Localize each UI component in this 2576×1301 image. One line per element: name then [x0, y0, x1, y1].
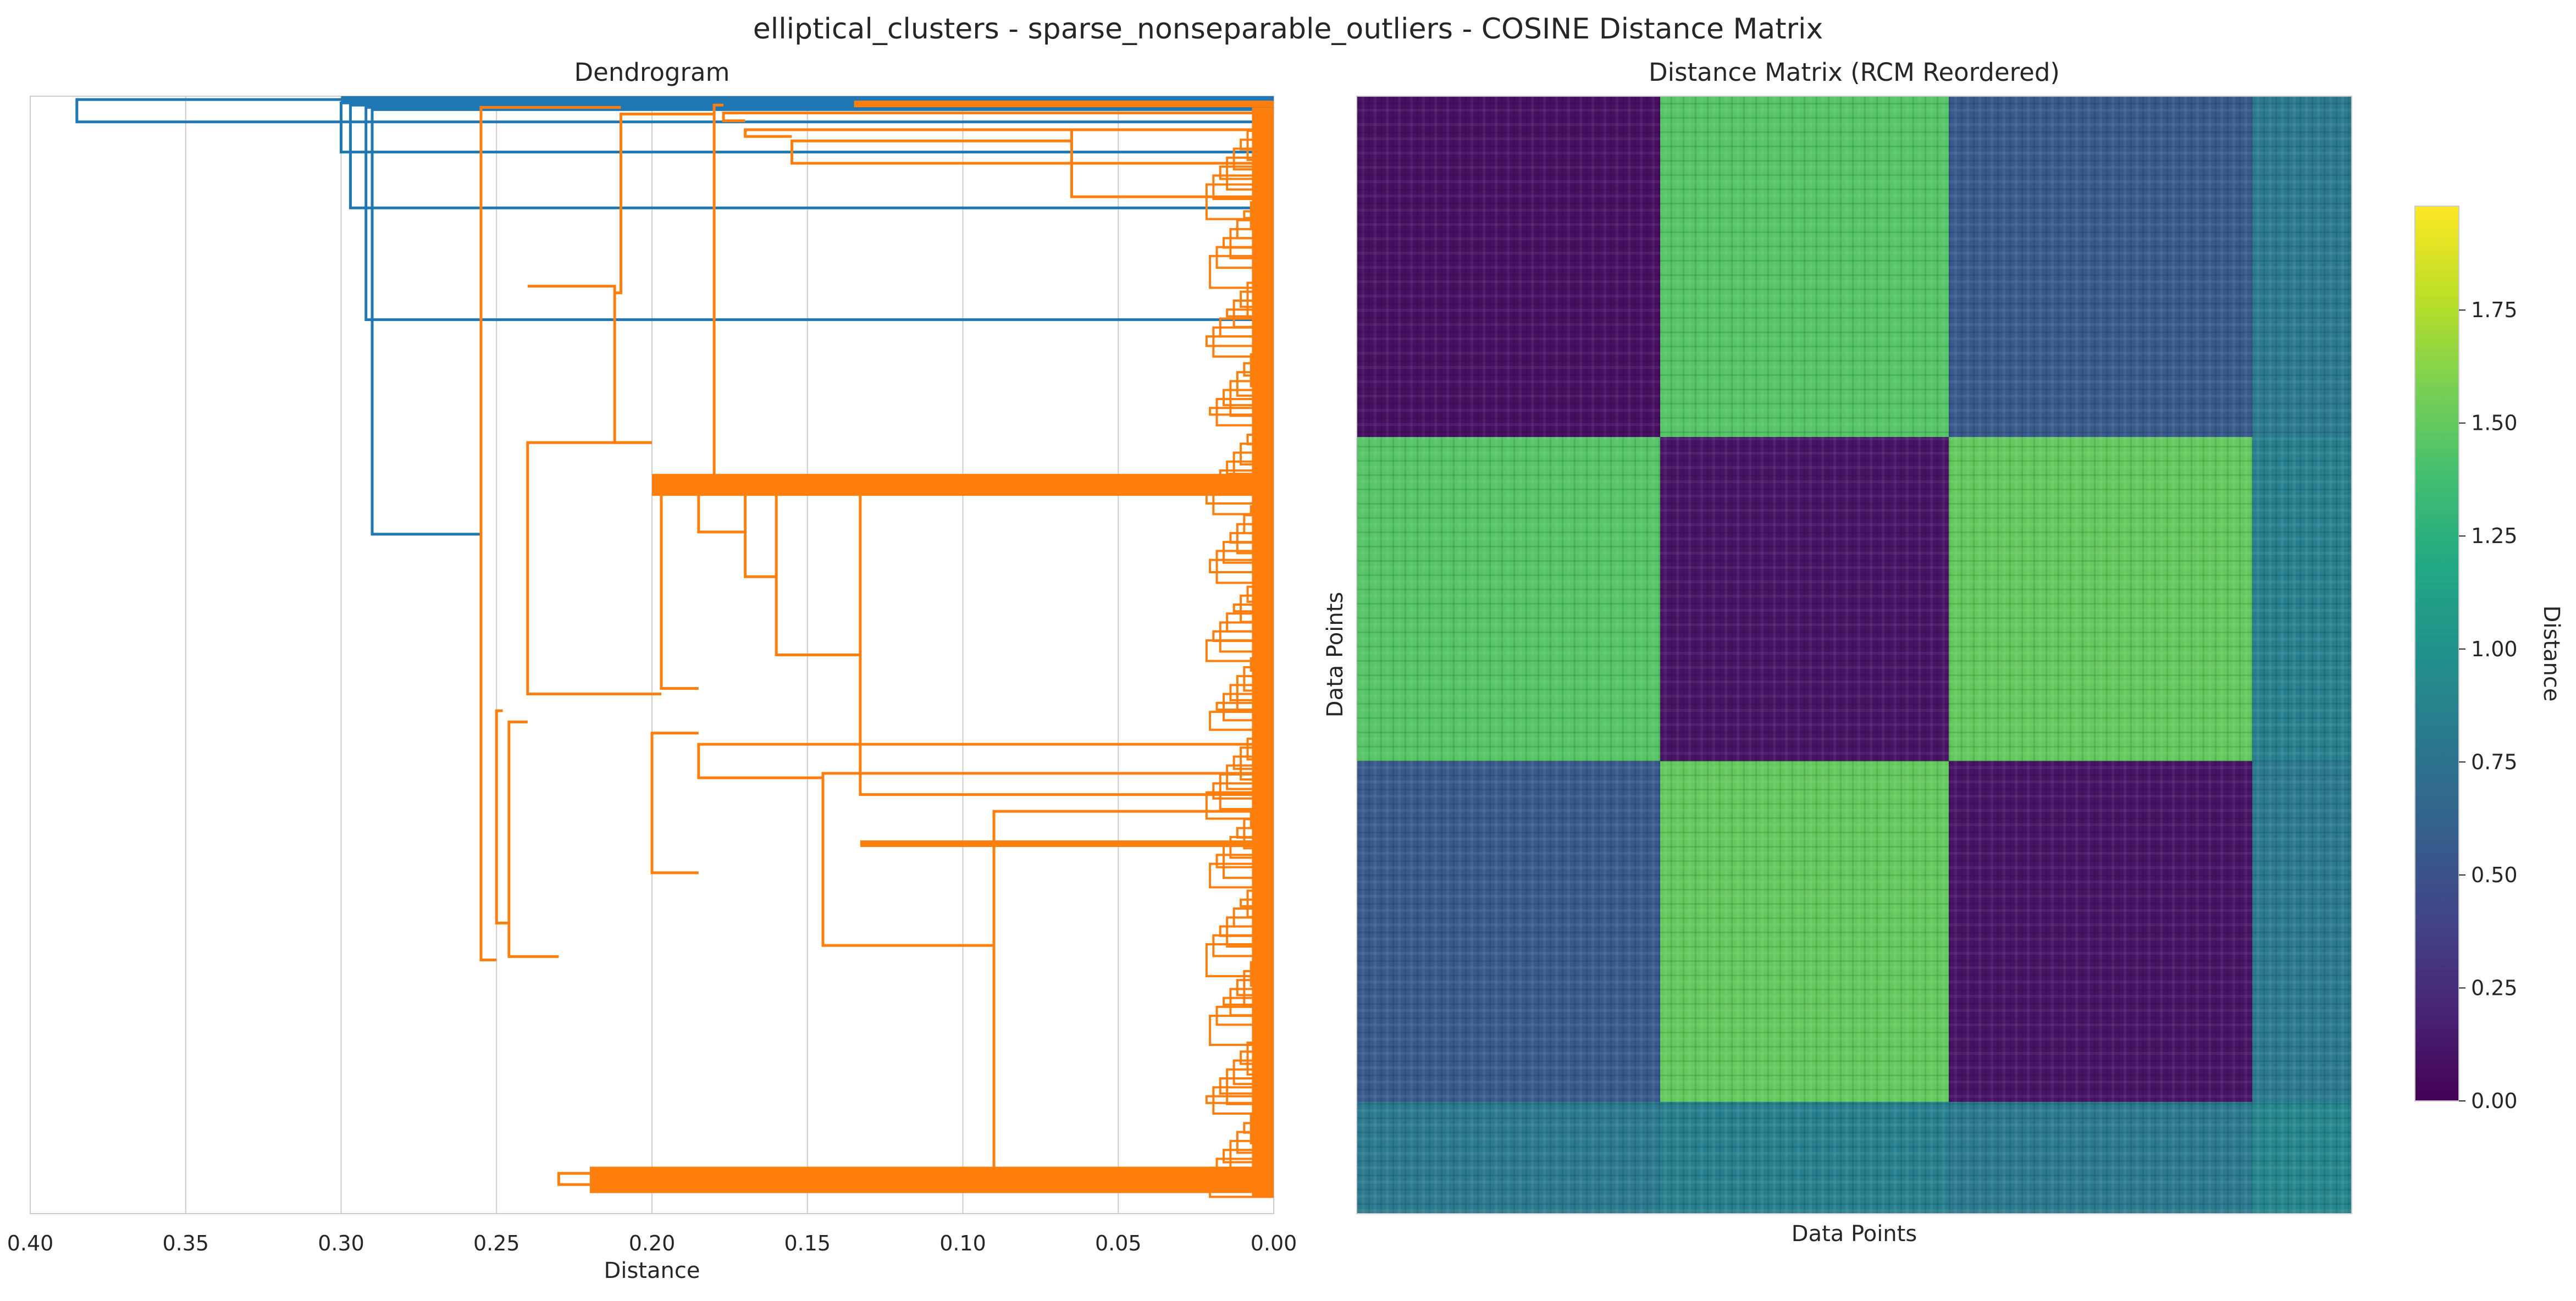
dendrogram-link	[349, 103, 1274, 209]
dendrogram-link	[1205, 487, 1274, 505]
dendrogram-link	[1222, 996, 1274, 1006]
dendrogram-link	[364, 106, 1274, 322]
dendrogram-links	[75, 96, 1274, 1198]
dendrogram-link	[1209, 254, 1274, 289]
dendrogram-link	[526, 441, 661, 696]
dendrogram-link	[1215, 550, 1274, 584]
dendrogram-link	[744, 128, 1274, 138]
dendrogram-x-tick-labels: 0.40 0.35 0.30 0.25 0.20 0.15 0.10 0.05 0.00	[7, 1231, 1297, 1255]
dendrogram-link	[1226, 460, 1274, 475]
dendrogram-link	[615, 113, 715, 295]
dendrogram-x-tick-label: 0.30	[318, 1231, 364, 1255]
dendrogram-panel: Dendrogram 0.40 0.35 0.30 0.25 0.20 0.15 0.10 0…	[7, 58, 1297, 1283]
dendrogram-link	[1212, 478, 1274, 516]
colorbar-tick-label: 0.25	[2471, 976, 2518, 1000]
dendrogram-link	[1215, 246, 1274, 269]
colorbar-tick-label: 1.75	[2471, 298, 2518, 322]
dendrogram-link	[859, 491, 1274, 796]
colorbar-tick-label: 0.50	[2471, 863, 2518, 887]
dendrogram-link	[1209, 862, 1274, 889]
colorbar-tick-label: 0.00	[2471, 1089, 2518, 1113]
dendrogram-link	[1222, 693, 1274, 722]
dendrogram-link	[1226, 916, 1274, 948]
dendrogram-link	[1215, 397, 1274, 427]
dendrogram-link	[1219, 165, 1274, 180]
dendrogram-link	[479, 106, 621, 962]
dendrogram-link	[1215, 854, 1274, 868]
dendrogram-link	[1212, 1086, 1274, 1115]
dendrogram-link	[821, 772, 1274, 947]
colorbar-label: Distance	[2539, 606, 2564, 702]
heatmap-x-axis-label: Data Points	[1792, 1221, 1917, 1247]
dendrogram-link	[1205, 791, 1274, 820]
dendrogram-link	[1070, 128, 1274, 198]
dendrogram-link	[1209, 1166, 1274, 1198]
dendrogram-link	[495, 709, 509, 924]
dendrogram-link	[1212, 782, 1274, 800]
dendrogram-link	[1215, 1158, 1274, 1184]
dendrogram-title: Dendrogram	[574, 58, 730, 87]
dendrogram-x-axis-label: Distance	[604, 1258, 700, 1283]
dendrogram-link	[1205, 183, 1274, 220]
dendrogram-link	[1226, 156, 1274, 191]
dendrogram-link	[1222, 389, 1274, 407]
dendrogram-link	[1205, 943, 1274, 977]
heatmap-texture-horizontal	[1357, 96, 2352, 1214]
dendrogram-x-tick-label: 0.05	[1095, 1231, 1142, 1255]
dendrogram-link	[1226, 308, 1274, 318]
dendrogram-dense-band	[854, 101, 1274, 108]
dendrogram-link	[507, 720, 559, 958]
colorbar-gradient	[2414, 206, 2459, 1101]
colorbar: 0.00 0.25 0.50 0.75 1.00 1.25 1.50 1.75 Distanc…	[2414, 206, 2564, 1113]
colorbar-tick-label: 1.25	[2471, 524, 2518, 548]
heatmap-frame	[1356, 96, 2352, 1214]
figure-title: elliptical_clusters - sparse_nonseparabl…	[753, 13, 1823, 46]
colorbar-tick-label: 0.75	[2471, 750, 2518, 774]
heatmap-y-axis-label: Data Points	[1323, 592, 1348, 717]
dendrogram-dense-band	[860, 840, 1274, 847]
dendrogram-link	[1222, 541, 1274, 564]
dendrogram-link	[1219, 469, 1274, 495]
colorbar-tick-label: 1.50	[2471, 411, 2518, 435]
dendrogram-link	[1209, 1015, 1274, 1047]
dendrogram-x-tick-label: 0.00	[1251, 1231, 1297, 1255]
dendrogram-link	[1222, 1149, 1274, 1164]
dendrogram-link	[1215, 701, 1274, 711]
dendrogram-dense-band	[589, 1166, 1274, 1193]
dendrogram-link	[1209, 407, 1274, 416]
dendrogram-link	[371, 108, 1274, 536]
dendrogram-link	[697, 743, 1274, 779]
dendrogram-outlier-band	[341, 96, 1274, 102]
dendrogram-link	[1212, 934, 1274, 957]
dendrogram-link	[1205, 335, 1274, 347]
dendrogram-x-tick-label: 0.20	[629, 1231, 676, 1255]
distance-matrix-title: Distance Matrix (RCM Reordered)	[1649, 58, 2060, 87]
dendrogram-x-tick-label: 0.10	[939, 1231, 986, 1255]
dendrogram-link	[1205, 1095, 1274, 1104]
dendrogram-link	[697, 486, 1274, 534]
distance-matrix-panel: Distance Matrix (RCM Reordered)	[1323, 58, 2564, 1247]
dendrogram-x-tick-label: 0.40	[7, 1231, 54, 1255]
dendrogram-link	[1209, 711, 1274, 731]
dendrogram-link	[650, 732, 699, 874]
dendrogram-link	[790, 139, 1274, 165]
dendrogram-link	[1212, 174, 1274, 201]
dendrogram-link	[1212, 326, 1274, 358]
dendrogram-x-tick-label: 0.15	[784, 1231, 831, 1255]
dendrogram-leaf-band	[1252, 107, 1274, 1197]
dendrogram-link	[1222, 845, 1274, 879]
dendrogram-link	[1205, 639, 1274, 662]
dendrogram-x-tick-label: 0.35	[162, 1231, 209, 1255]
dendrogram-link	[660, 480, 1274, 690]
dendrogram-link	[722, 111, 1274, 123]
dendrogram-link	[340, 101, 1274, 154]
colorbar-tick-labels: 0.00 0.25 0.50 0.75 1.00 1.25 1.50 1.75	[2459, 298, 2518, 1113]
dendrogram-link	[1226, 764, 1274, 790]
dendrogram-link	[1219, 621, 1274, 653]
dendrogram-x-tick-label: 0.25	[473, 1231, 520, 1255]
dendrogram-link	[1209, 558, 1274, 574]
dendrogram-link	[1219, 1077, 1274, 1095]
colorbar-tick-label: 1.00	[2471, 637, 2518, 661]
